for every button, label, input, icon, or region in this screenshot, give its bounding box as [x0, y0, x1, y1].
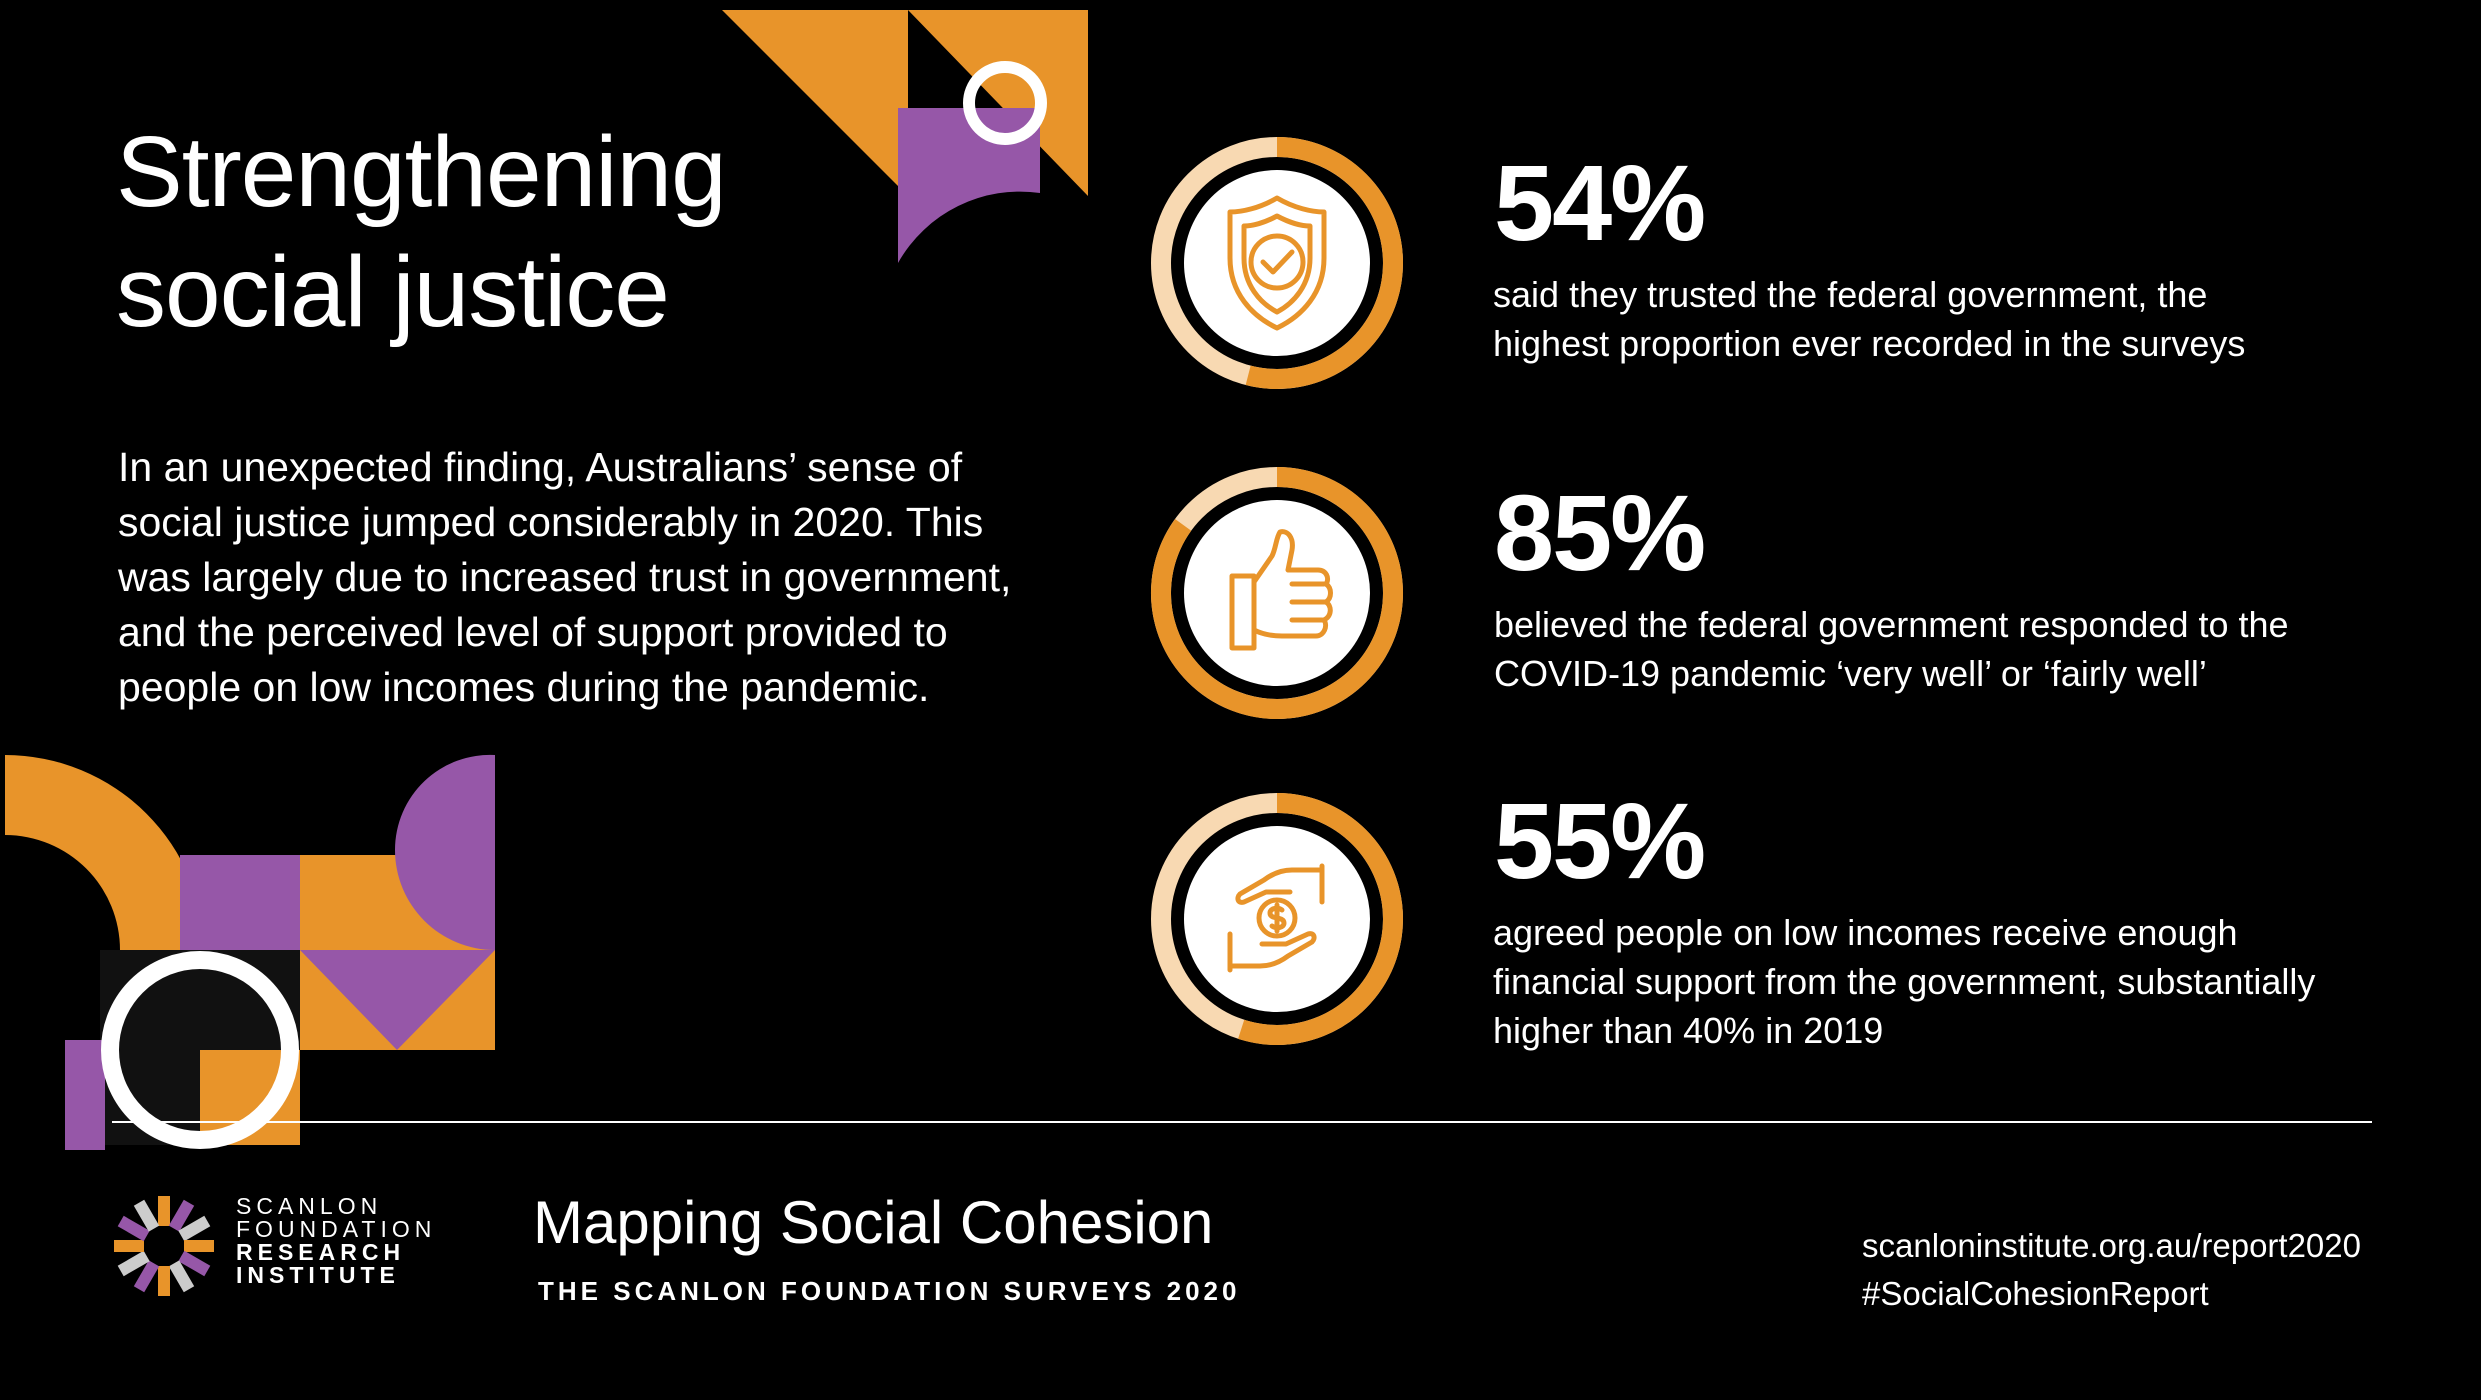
intro-line-3: was largely due to increased trust in go… — [118, 554, 1012, 600]
logo-line-1: SCANLON — [236, 1193, 383, 1219]
stat-desc-3-line-2: financial support from the government, s… — [1493, 961, 2316, 1002]
intro-line-1: In an unexpected finding, Australians’ s… — [118, 444, 963, 490]
stat-value-1: 54% — [1494, 142, 1706, 263]
intro-line-2: social justice jumped considerably in 20… — [118, 499, 984, 545]
stat-ring-3 — [1151, 793, 1403, 1045]
stat-desc-3: agreed people on low incomes receive eno… — [1493, 908, 2393, 1055]
stat-desc-2: believed the federal government responde… — [1494, 600, 2394, 698]
intro-line-5: people on low incomes during the pandemi… — [118, 664, 930, 710]
logo-line-3: RESEARCH — [236, 1239, 406, 1265]
scanlon-logo-icon — [114, 1196, 214, 1296]
stat-desc-2-line-2: COVID-19 pandemic ‘very well’ or ‘fairly… — [1494, 653, 2207, 694]
stat-desc-1-line-1: said they trusted the federal government… — [1493, 274, 2208, 315]
stat-value-3: 55% — [1494, 780, 1706, 901]
intro-line-4: and the perceived level of support provi… — [118, 609, 948, 655]
logo-line-4: INSTITUTE — [236, 1262, 400, 1288]
report-title: Mapping Social Cohesion — [533, 1189, 1214, 1256]
stat-desc-1-line-2: highest proportion ever recorded in the … — [1493, 323, 2246, 364]
stat-ring-1-progress — [1245, 137, 1403, 389]
stat-desc-1: said they trusted the federal government… — [1493, 270, 2393, 368]
stat-ring-1 — [1151, 137, 1403, 389]
stat-ring-3-progress — [1238, 793, 1403, 1045]
intro-paragraph: In an unexpected finding, Australians’ s… — [118, 440, 1118, 715]
stat-value-2: 85% — [1494, 472, 1706, 593]
logo-wordmark: SCANLON FOUNDATION RESEARCH INSTITUTE — [236, 1195, 436, 1287]
stat-desc-2-line-1: believed the federal government responde… — [1494, 604, 2289, 645]
logo-line-2: FOUNDATION — [236, 1216, 437, 1242]
stat-desc-3-line-3: higher than 40% in 2019 — [1493, 1010, 1884, 1051]
thumbs-up-icon — [1229, 529, 1333, 651]
shield-check-icon — [1227, 195, 1327, 331]
report-subtitle: THE SCANLON FOUNDATION SURVEYS 2020 — [538, 1276, 1241, 1306]
stat-ring-2-progress — [1151, 467, 1403, 719]
decorative-shapes-bottom-left — [5, 754, 495, 1150]
footer-links: scanloninstitute.org.au/report2020 #Soci… — [1862, 1222, 2361, 1318]
hashtag-link[interactable]: #SocialCohesionReport — [1862, 1275, 2209, 1312]
title-line-1: Strengthening — [116, 116, 727, 228]
footer-divider — [112, 1121, 2372, 1123]
report-url-link[interactable]: scanloninstitute.org.au/report2020 — [1862, 1227, 2361, 1264]
hands-money-icon — [1227, 863, 1325, 973]
stat-desc-3-line-1: agreed people on low incomes receive eno… — [1493, 912, 2238, 953]
stat-ring-2 — [1151, 467, 1403, 719]
page-title: Strengthening social justice — [116, 112, 876, 352]
title-line-2: social justice — [116, 236, 670, 348]
decorative-shapes-top — [722, 10, 1088, 263]
